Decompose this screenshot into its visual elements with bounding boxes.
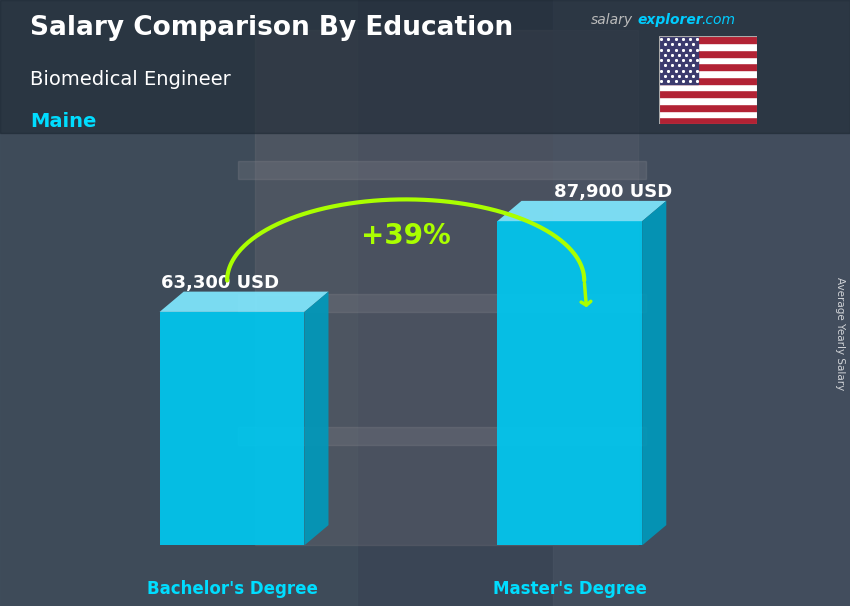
Text: +39%: +39% [360, 222, 450, 250]
Bar [659, 70, 756, 77]
Text: 87,900 USD: 87,900 USD [554, 183, 672, 201]
Text: Salary Comparison By Education: Salary Comparison By Education [30, 15, 513, 41]
Text: Biomedical Engineer: Biomedical Engineer [30, 70, 230, 88]
Bar [238, 427, 646, 445]
Text: Bachelor's Degree: Bachelor's Degree [146, 581, 317, 599]
Polygon shape [160, 291, 328, 312]
Bar [238, 161, 646, 179]
Polygon shape [497, 201, 666, 221]
Bar [659, 97, 756, 104]
Text: 63,300 USD: 63,300 USD [161, 274, 279, 291]
Text: salary: salary [591, 13, 633, 27]
Bar [659, 118, 756, 124]
Bar [659, 111, 756, 118]
Bar [659, 50, 756, 56]
Bar [0, 0, 850, 133]
Bar [659, 64, 756, 70]
Bar [659, 56, 756, 64]
Text: Average Yearly Salary: Average Yearly Salary [835, 277, 845, 390]
Bar [659, 36, 756, 43]
Bar [659, 104, 756, 111]
Bar [238, 294, 646, 312]
Bar [659, 77, 756, 84]
Bar [255, 30, 638, 545]
Bar [659, 90, 756, 97]
Bar [659, 36, 698, 84]
Text: Master's Degree: Master's Degree [493, 581, 647, 599]
Bar [659, 84, 756, 90]
Polygon shape [304, 291, 328, 545]
Polygon shape [642, 201, 666, 545]
Text: explorer: explorer [638, 13, 703, 27]
Bar [0, 0, 357, 606]
Polygon shape [497, 221, 642, 545]
Text: .com: .com [701, 13, 735, 27]
Bar [659, 43, 756, 50]
Polygon shape [160, 312, 304, 545]
Bar [552, 0, 850, 606]
Text: Maine: Maine [30, 112, 96, 131]
